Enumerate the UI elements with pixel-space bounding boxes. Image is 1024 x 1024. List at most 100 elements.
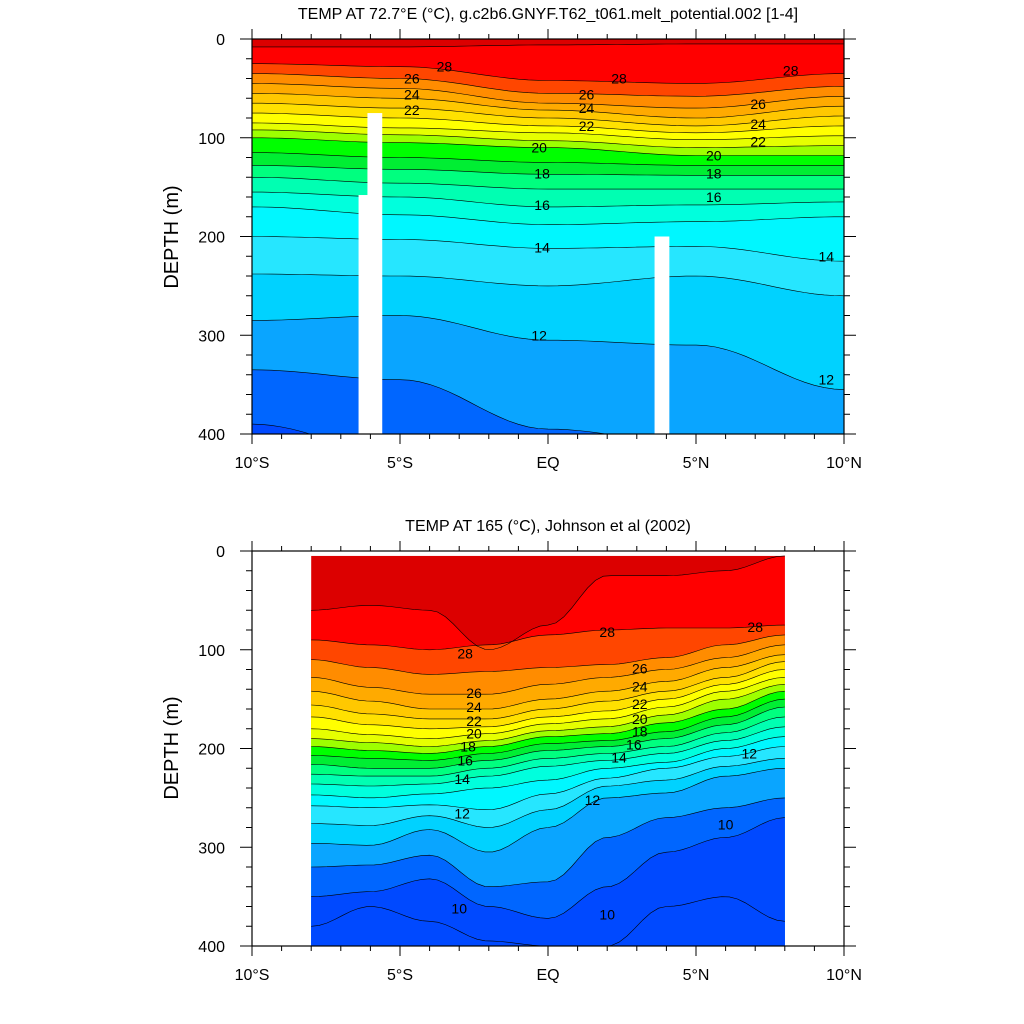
contour-label: 10 — [599, 906, 615, 922]
contour-label: 16 — [626, 737, 642, 753]
contour-field — [311, 555, 785, 946]
x-tick-label: EQ — [536, 455, 559, 472]
isotherm-line — [252, 137, 844, 156]
isotherm-line — [252, 129, 844, 148]
isotherm-line — [311, 677, 785, 739]
x-tick-label: 10°S — [235, 455, 270, 472]
band-fill — [252, 369, 606, 434]
isotherm-line — [252, 152, 844, 166]
y-tick-label: 300 — [198, 328, 225, 345]
isotherm-line — [311, 698, 785, 761]
contour-label: 18 — [534, 165, 550, 181]
x-tick-label: 10°S — [235, 967, 270, 984]
contour-label: 26 — [579, 86, 595, 102]
contour-label: 24 — [579, 100, 595, 116]
contour-field — [252, 39, 844, 434]
contour-label: 28 — [611, 71, 627, 87]
isotherm-line — [252, 112, 844, 134]
isotherm-line — [311, 736, 785, 799]
top-chart-title: TEMP AT 72.7°E (°C), g.c2b6.GNYF.T62_t06… — [298, 6, 798, 23]
contour-label: 28 — [783, 63, 799, 79]
isotherm-line — [311, 896, 785, 946]
bottom-contour-panel: TEMP AT 165 (°C), Johnson et al (2002) D… — [161, 518, 862, 984]
x-tick-label: 5°S — [387, 967, 413, 984]
isotherm-line — [252, 369, 608, 434]
isotherm-line — [252, 63, 844, 84]
contour-label: 22 — [466, 713, 482, 729]
y-tick-label: 0 — [216, 32, 225, 49]
isotherm-line — [311, 555, 785, 650]
contour-label: 20 — [706, 148, 722, 164]
y-tick-label: 200 — [198, 742, 225, 759]
missing-data-column — [367, 113, 383, 434]
isotherm-line — [311, 644, 785, 695]
isotherm-line — [311, 758, 785, 828]
x-tick-label: 5°N — [683, 967, 710, 984]
contour-label: 26 — [466, 685, 482, 701]
isotherm-line — [252, 191, 844, 208]
isotherm-line — [311, 654, 785, 710]
band-fill — [252, 424, 310, 434]
isotherm-line — [311, 746, 785, 811]
isotherm-line — [252, 102, 844, 127]
isotherm-line — [252, 206, 844, 225]
isotherm-line — [311, 768, 785, 853]
isotherm-line — [311, 706, 785, 769]
isotherm-line — [311, 684, 785, 747]
contour-label: 24 — [632, 678, 648, 694]
contour-label: 14 — [454, 771, 470, 787]
isotherm-line — [311, 797, 785, 888]
isotherm-line — [311, 669, 785, 730]
y-tick-label: 400 — [198, 939, 225, 956]
isotherm-line — [252, 43, 844, 48]
contour-label: 20 — [531, 140, 547, 156]
isotherm-line — [252, 165, 844, 176]
x-tick-label: 5°N — [683, 455, 710, 472]
isotherm-line — [311, 634, 785, 675]
contour-label: 28 — [747, 619, 763, 635]
contour-label: 24 — [404, 86, 420, 102]
isotherm-line — [311, 661, 785, 720]
contour-label: 26 — [632, 661, 648, 677]
contour-label: 16 — [457, 752, 473, 768]
contour-label: 28 — [437, 59, 453, 75]
bottom-y-axis-label: DEPTH (m) — [161, 696, 183, 799]
isotherm-line — [252, 93, 844, 119]
isotherm-line — [252, 236, 844, 262]
isotherm-line — [252, 273, 844, 297]
contour-label: 12 — [531, 327, 547, 343]
x-tick-label: EQ — [536, 967, 559, 984]
contour-label: 18 — [460, 739, 476, 755]
missing-data-column — [654, 236, 670, 434]
contour-label: 12 — [454, 806, 470, 822]
band-fill — [311, 896, 785, 946]
contour-label: 16 — [534, 197, 550, 213]
contour-label: 12 — [741, 745, 757, 761]
isotherm-line — [311, 716, 785, 777]
contour-label: 26 — [750, 96, 766, 112]
x-tick-label: 10°N — [826, 967, 862, 984]
y-tick-label: 100 — [198, 131, 225, 148]
isotherm-line — [252, 315, 844, 390]
contour-label: 22 — [632, 696, 648, 712]
contour-label: 18 — [632, 724, 648, 740]
contour-label: 14 — [611, 749, 627, 765]
isotherm-line — [311, 690, 785, 754]
contour-label: 28 — [599, 624, 615, 640]
y-tick-label: 300 — [198, 840, 225, 857]
bottom-chart-title: TEMP AT 165 (°C), Johnson et al (2002) — [405, 518, 691, 535]
isotherm-line — [252, 122, 844, 140]
contour-label: 14 — [534, 239, 550, 255]
contour-label: 20 — [466, 726, 482, 742]
bottom-plot-area: 28 28282624222018161426242220181614121212… — [198, 541, 862, 984]
isotherm-line — [252, 83, 844, 109]
contour-label: 12 — [818, 372, 834, 388]
isotherm-line — [311, 726, 785, 787]
contour-label: 18 — [706, 165, 722, 181]
contour-label: 28 — [457, 646, 473, 662]
isotherm-line — [252, 73, 844, 97]
contour-label: 22 — [579, 118, 595, 134]
y-tick-label: 200 — [198, 230, 225, 247]
